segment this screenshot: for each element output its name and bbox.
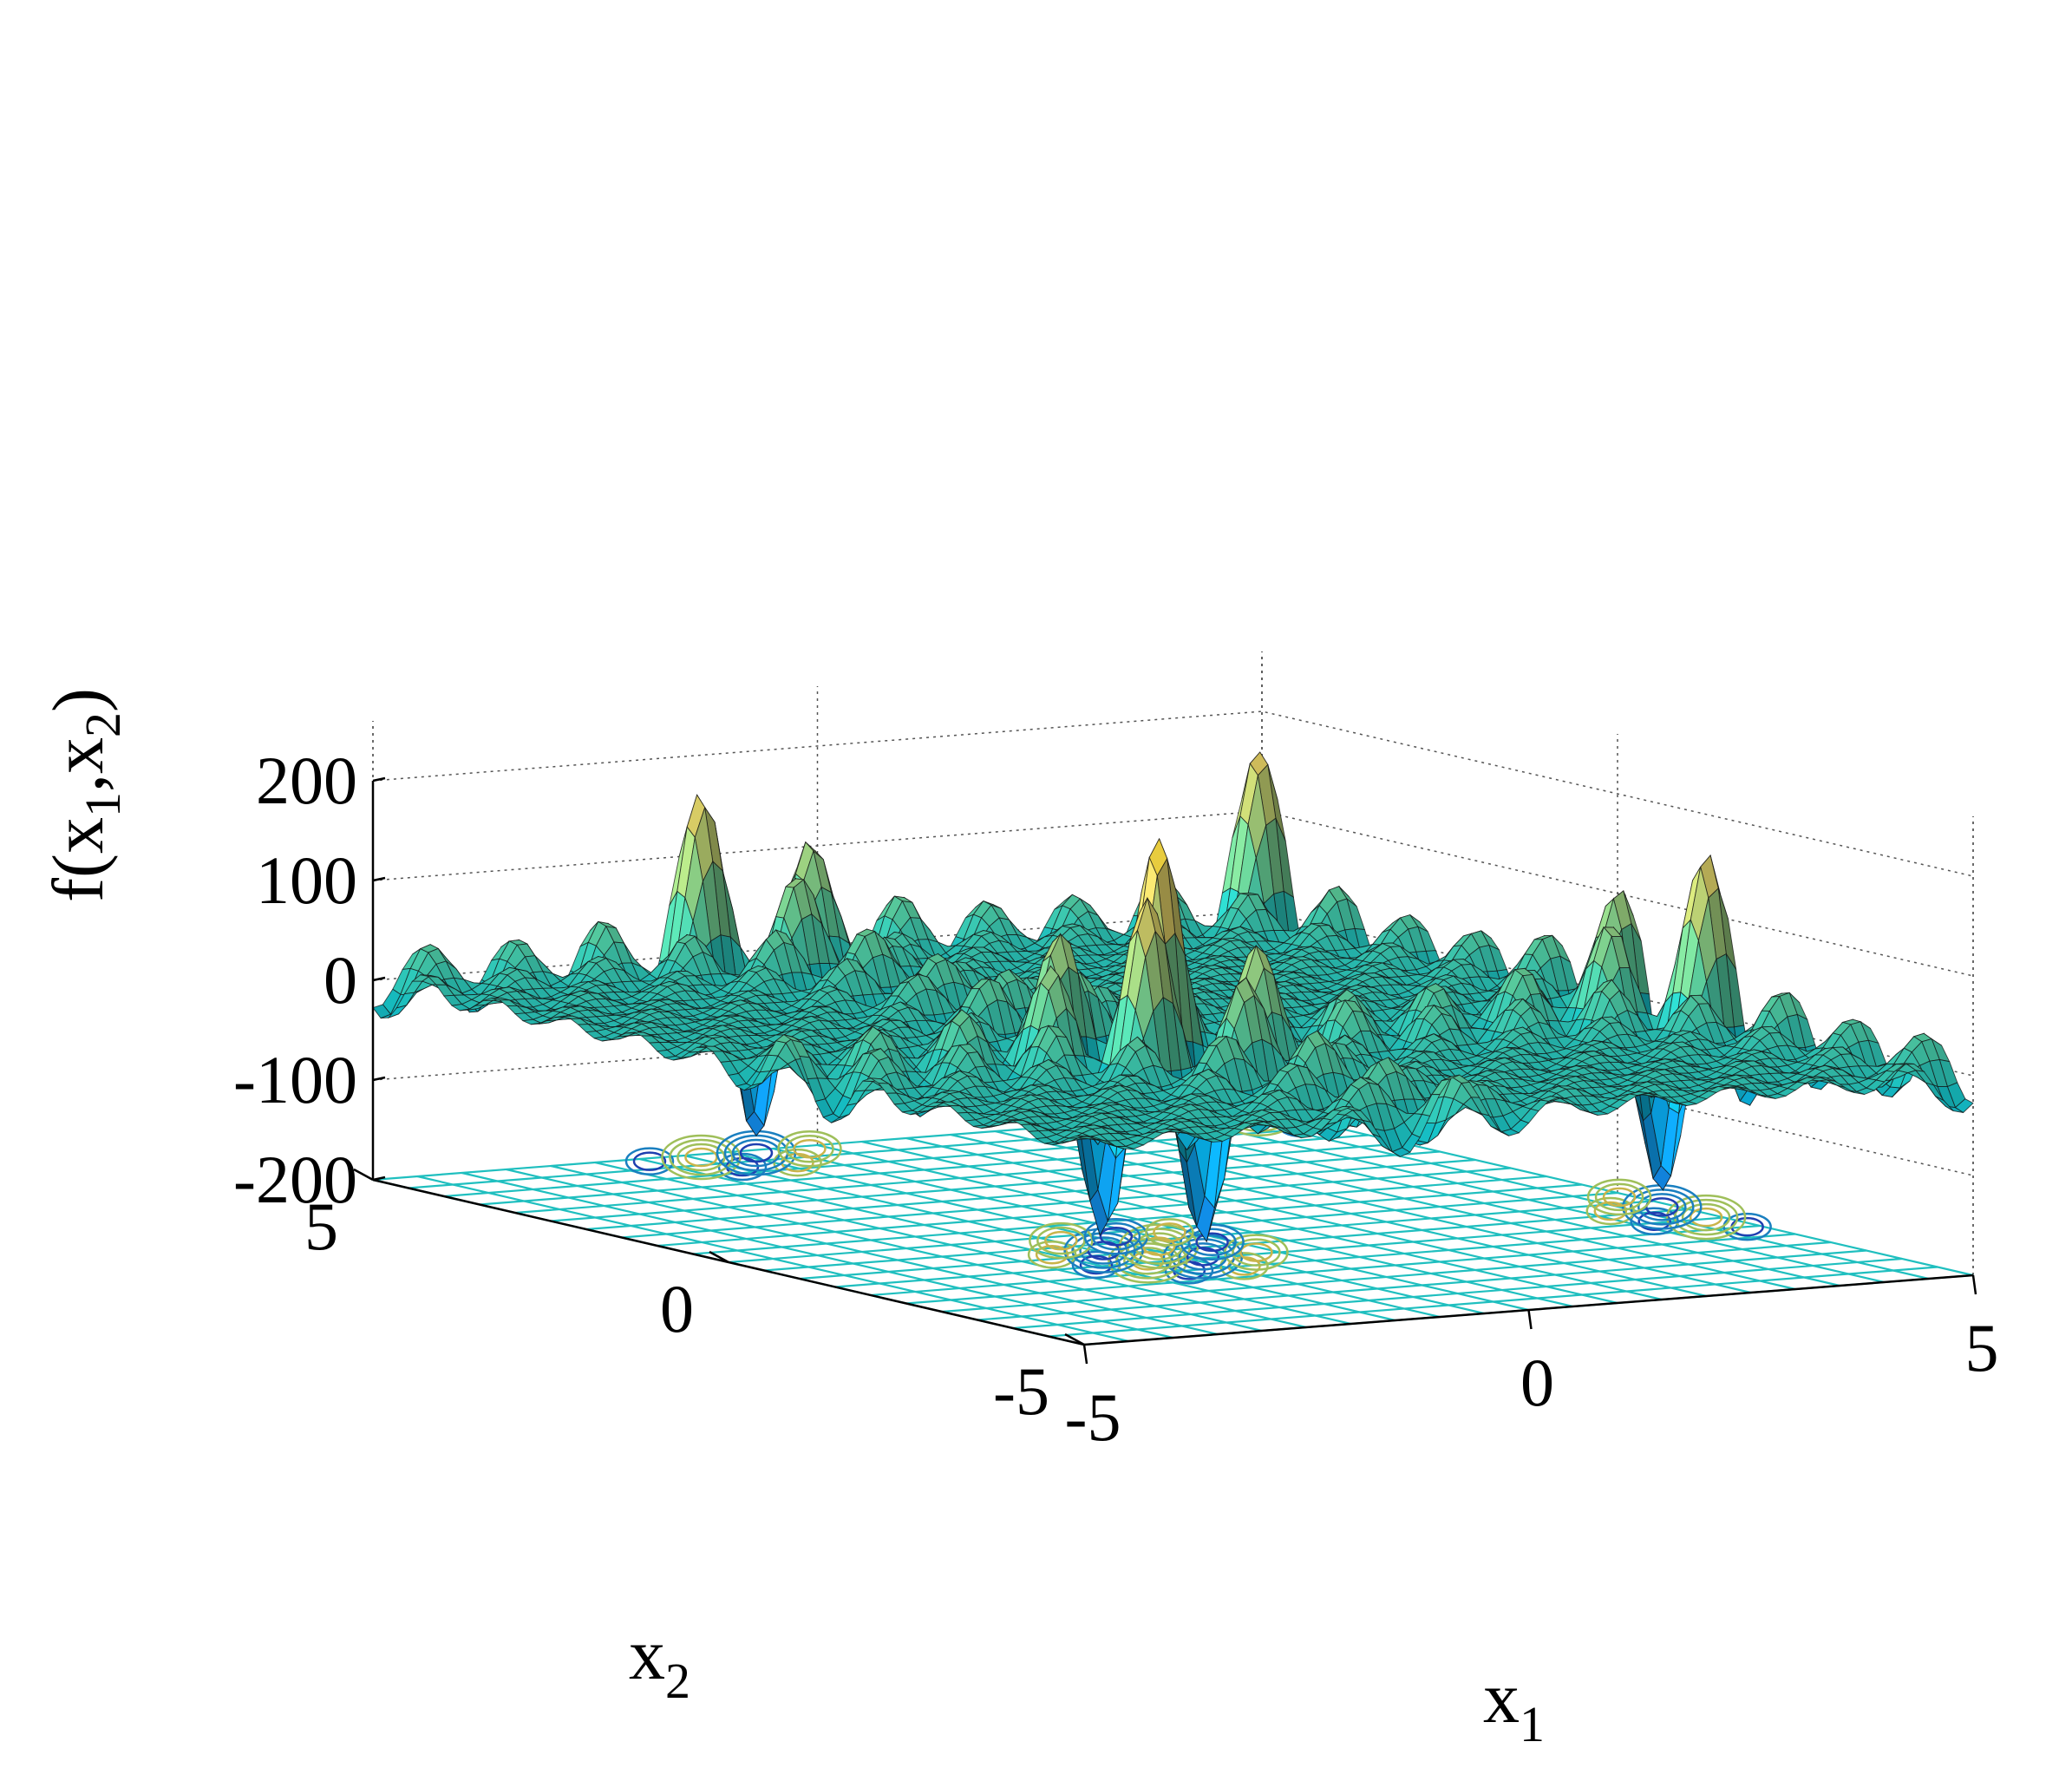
contour-ring: [1637, 1211, 1671, 1231]
contour-ring: [1689, 1207, 1723, 1228]
contour-ring: [1585, 1196, 1636, 1226]
contour-ring: [1593, 1201, 1628, 1221]
floor-gridline: [905, 1136, 1618, 1305]
contour-ring: [1239, 1242, 1273, 1262]
contour-ring: [1123, 1247, 1173, 1275]
floor-gridline: [1173, 1116, 1885, 1284]
floor-gridline: [550, 1150, 1441, 1222]
contour-ring: [1099, 1226, 1134, 1247]
contour-ring: [1665, 1194, 1747, 1241]
contour-ring: [1602, 1187, 1637, 1208]
floor-gridline: [621, 1167, 1512, 1239]
contour-ring: [624, 1147, 675, 1175]
contour-ring: [1091, 1221, 1141, 1251]
contour-ring: [777, 1130, 842, 1168]
contour-ring: [1153, 1222, 1186, 1242]
contour-ring: [684, 1147, 718, 1168]
contour-ring: [1186, 1247, 1220, 1267]
floor-gridline: [1039, 1126, 1751, 1294]
contour-ring: [1036, 1226, 1086, 1255]
contour-ring: [1035, 1244, 1069, 1265]
contour-ring: [677, 1143, 726, 1172]
floor-gridline: [1217, 1112, 1929, 1280]
floor-gridline: [728, 1191, 1618, 1264]
surface-mesh: [372, 751, 1974, 1243]
contour-ring: [1195, 1232, 1229, 1253]
floor-contour-grid: [372, 1109, 1974, 1346]
floor-gridline: [692, 1183, 1583, 1255]
contour-ring: [632, 1151, 667, 1171]
contour-ring: [1044, 1230, 1078, 1251]
contour-ring: [793, 1139, 827, 1159]
contour-ring: [1027, 1240, 1077, 1269]
back-gridline: [372, 710, 1974, 877]
contour-ring: [661, 1134, 742, 1181]
contour-ring: [1681, 1202, 1731, 1232]
contour-ring: [1079, 1254, 1114, 1275]
contour-ring: [1180, 1223, 1245, 1261]
contour-ring: [1586, 1178, 1652, 1216]
floor-gridline: [1128, 1119, 1840, 1287]
contour-ring: [1630, 1188, 1695, 1226]
contour-ring: [1029, 1221, 1094, 1260]
floor-gridline: [585, 1158, 1476, 1231]
contour-ring: [1187, 1228, 1237, 1257]
floor-gridline: [479, 1134, 1369, 1206]
contour-ring: [739, 1143, 774, 1163]
contour-ring: [1079, 1236, 1128, 1265]
contour-ring: [1145, 1218, 1194, 1247]
floor-gridline: [951, 1133, 1663, 1301]
contour-ring: [785, 1135, 834, 1163]
contour-ring: [1637, 1193, 1687, 1221]
contour-ring: [1232, 1238, 1281, 1267]
contour-ring: [669, 1138, 734, 1176]
contour-ring: [1594, 1182, 1644, 1212]
floor-gridline: [514, 1142, 1405, 1215]
